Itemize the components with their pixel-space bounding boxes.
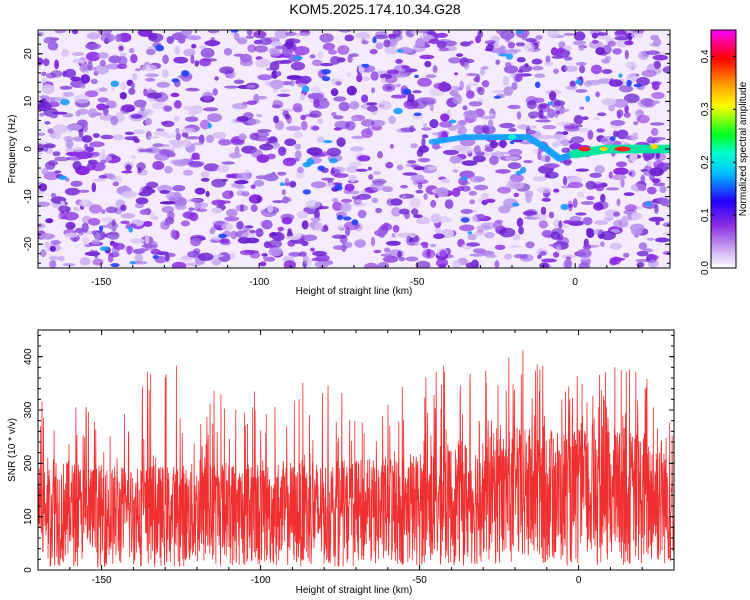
y-tick-label-top: -20 (23, 237, 34, 252)
y-axis-label-bottom: SNR (10 * v/v) (7, 418, 18, 482)
x-axis-label-bottom: Height of straight line (km) (296, 585, 413, 596)
x-tick-label-top: -50 (410, 277, 425, 288)
x-tick-label-top: -150 (91, 277, 111, 288)
y-tick-label-top: 0 (23, 146, 34, 152)
ridge-peak (650, 144, 659, 150)
colorbar-tick-label: 0.2 (700, 155, 711, 169)
y-tick-label-bottom: 100 (23, 508, 34, 525)
snr-series-line (38, 350, 674, 569)
y-tick-label-top: 10 (23, 95, 34, 107)
colorbar-gradient (710, 29, 737, 269)
y-tick-label-bottom: 300 (23, 401, 34, 418)
x-axis-label-top: Height of straight line (km) (296, 286, 413, 297)
y-tick-label-bottom: 400 (23, 348, 34, 365)
colorbar-tick-label: 0.4 (700, 49, 711, 63)
colorbar-label: Normalized spectral amplitude (738, 81, 749, 216)
y-tick-label-top: 20 (23, 48, 34, 60)
x-tick-label-top: -100 (249, 277, 269, 288)
spectrogram-ridge (428, 134, 670, 162)
colorbar: 0.0 0.1 0.2 0.3 0.4 Normalized spectral ampli… (700, 29, 749, 275)
chart-title: KOM5.2025.174.10.34.G28 (289, 1, 461, 17)
x-tick-label-bottom: -100 (251, 575, 271, 586)
colorbar-tick-label: 0.3 (700, 102, 711, 116)
snr-panel: -150 -100 -50 0 0 100 200 300 400 Height of strai… (7, 329, 675, 596)
ridge-peak (599, 146, 608, 152)
y-tick-label-bottom: 0 (23, 567, 34, 573)
ridge-peak (614, 146, 631, 152)
ridge-peak (508, 134, 516, 140)
y-tick-label-bottom: 200 (23, 455, 34, 472)
x-tick-label-bottom: 0 (576, 575, 582, 586)
colorbar-tick-label: 0.0 (700, 261, 711, 275)
ridge-peak (578, 146, 591, 152)
x-tick-label-bottom: -150 (92, 575, 112, 586)
colorbar-tick-label: 0.1 (700, 208, 711, 222)
y-axis-label-top: Frequency (Hz) (7, 115, 18, 184)
x-tick-label-top: 0 (572, 277, 578, 288)
x-tick-label-bottom: -50 (412, 575, 427, 586)
y-tick-label-top: -10 (23, 189, 34, 204)
